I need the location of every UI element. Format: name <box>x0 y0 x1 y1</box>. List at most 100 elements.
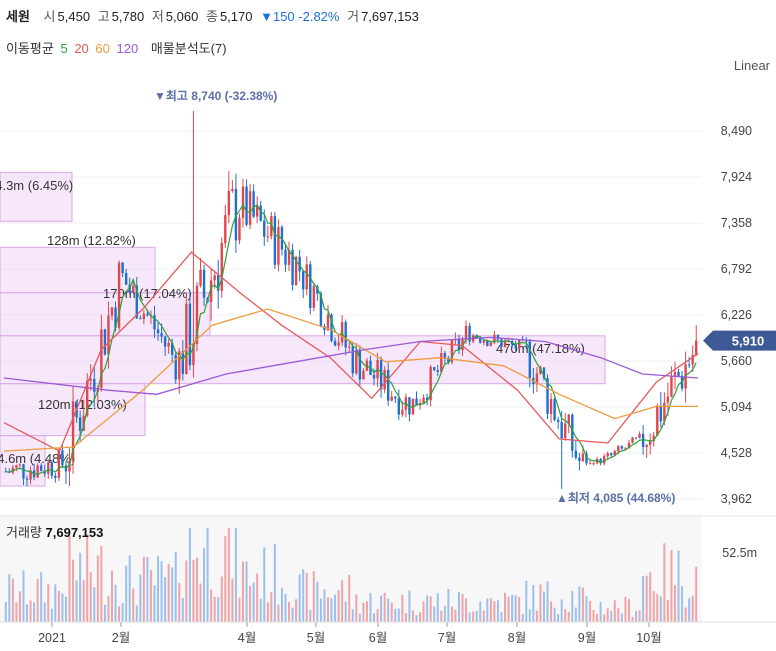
low-label: 저 <box>151 9 164 24</box>
volume-bar <box>411 610 414 622</box>
candle-body <box>156 329 160 334</box>
ma120-line <box>3 336 699 395</box>
candle-body <box>78 417 82 431</box>
candle-body <box>549 399 553 414</box>
candle-body <box>447 357 450 363</box>
ma-legend[interactable]: 이동평균 5 20 60 120 매물분석도(7) <box>6 38 230 57</box>
candle-body <box>620 446 624 449</box>
volume-bar <box>539 584 542 622</box>
volume-bar <box>231 578 234 622</box>
candle-body <box>29 470 32 480</box>
volume-bar <box>507 596 510 622</box>
candle-body <box>287 249 291 265</box>
candle-body <box>652 435 655 442</box>
candle-body <box>663 402 666 422</box>
price-tag-shape <box>703 330 776 351</box>
candle-body <box>486 340 489 346</box>
y-tick-label: 7,924 <box>721 170 752 184</box>
volume-bar <box>557 614 560 622</box>
volume-bar <box>596 613 599 622</box>
candle-body <box>298 256 301 272</box>
candle-body <box>659 405 663 422</box>
volume-bar <box>649 572 652 622</box>
volume-label: 거 <box>347 9 360 24</box>
volume-bar <box>277 604 280 622</box>
candle-body <box>110 307 114 316</box>
candle-body <box>546 378 549 414</box>
x-tick-label: 2월 <box>112 631 130 645</box>
candle-body <box>312 286 316 308</box>
volume-bar <box>146 557 149 622</box>
volume-bar <box>185 560 188 622</box>
volume-bar <box>535 610 538 622</box>
volume-bar <box>684 607 687 622</box>
y-tick-label: 7,358 <box>721 216 752 230</box>
volume-bar <box>125 565 128 622</box>
volume-bar <box>319 598 322 622</box>
y-tick-label: 8,490 <box>721 124 752 138</box>
candle-body <box>252 191 255 217</box>
volume-bar <box>415 615 418 622</box>
candle-body <box>43 470 46 474</box>
volume-bar <box>404 613 407 622</box>
y-tick-label: 4,528 <box>721 446 752 460</box>
volume-bar <box>436 593 439 622</box>
volume-bar <box>26 604 29 622</box>
volume-bar <box>11 578 14 622</box>
volume-bar <box>394 608 397 622</box>
volume-bar <box>457 592 460 622</box>
scale-mode-toggle[interactable]: Linear <box>733 58 770 73</box>
candle-body <box>301 271 305 290</box>
price-tag-value: 5,910 <box>732 334 765 349</box>
volume-bar <box>29 600 32 622</box>
candle-body <box>124 273 128 285</box>
candle-body <box>383 369 386 390</box>
candle-body <box>386 369 390 401</box>
candle-body <box>231 188 234 192</box>
volume-bar <box>358 613 361 622</box>
ma5-line <box>5 203 697 475</box>
volume-bar <box>645 575 648 622</box>
volume-bar <box>242 561 245 622</box>
volume-bar <box>532 585 535 622</box>
y-tick-label: 5,094 <box>721 400 752 414</box>
volume-bar <box>199 583 202 622</box>
volume-bar <box>486 598 489 622</box>
candle-body <box>574 450 578 458</box>
candle-body <box>553 399 556 420</box>
volume-bar <box>627 599 630 622</box>
ma20-label: 20 <box>74 41 89 56</box>
volume-bar <box>33 602 36 622</box>
volume-bar <box>295 599 298 622</box>
candle-body <box>493 334 496 343</box>
candle-body <box>146 313 149 316</box>
volume-bar <box>273 543 276 622</box>
volume-bar <box>673 585 676 622</box>
candle-body <box>348 346 351 348</box>
volume-bar <box>160 561 163 622</box>
volume-bar <box>100 545 103 622</box>
candle-body <box>624 448 627 450</box>
volume-bar <box>50 608 53 622</box>
volume-bar <box>376 609 379 622</box>
volume-bar <box>443 605 446 622</box>
candle-body <box>319 293 323 327</box>
candle-body <box>503 341 507 347</box>
candle-body <box>241 186 245 218</box>
volume-bar <box>429 596 432 622</box>
volume-bar <box>613 600 616 622</box>
volume-bar <box>132 588 135 622</box>
candle-body <box>323 326 326 331</box>
volume-profile-label: 120m (12.03%) <box>38 397 127 412</box>
volume-bar <box>642 575 645 622</box>
volume-bar <box>18 591 21 622</box>
volume-bar <box>511 594 514 622</box>
candle-body <box>89 378 92 381</box>
volume-profile-label: 44.6m (4.48%) <box>0 451 75 466</box>
volume-bar <box>670 550 673 622</box>
candle-body <box>234 188 238 241</box>
candle-body <box>4 471 7 473</box>
candle-body <box>291 249 294 285</box>
volume-bar <box>114 584 117 622</box>
